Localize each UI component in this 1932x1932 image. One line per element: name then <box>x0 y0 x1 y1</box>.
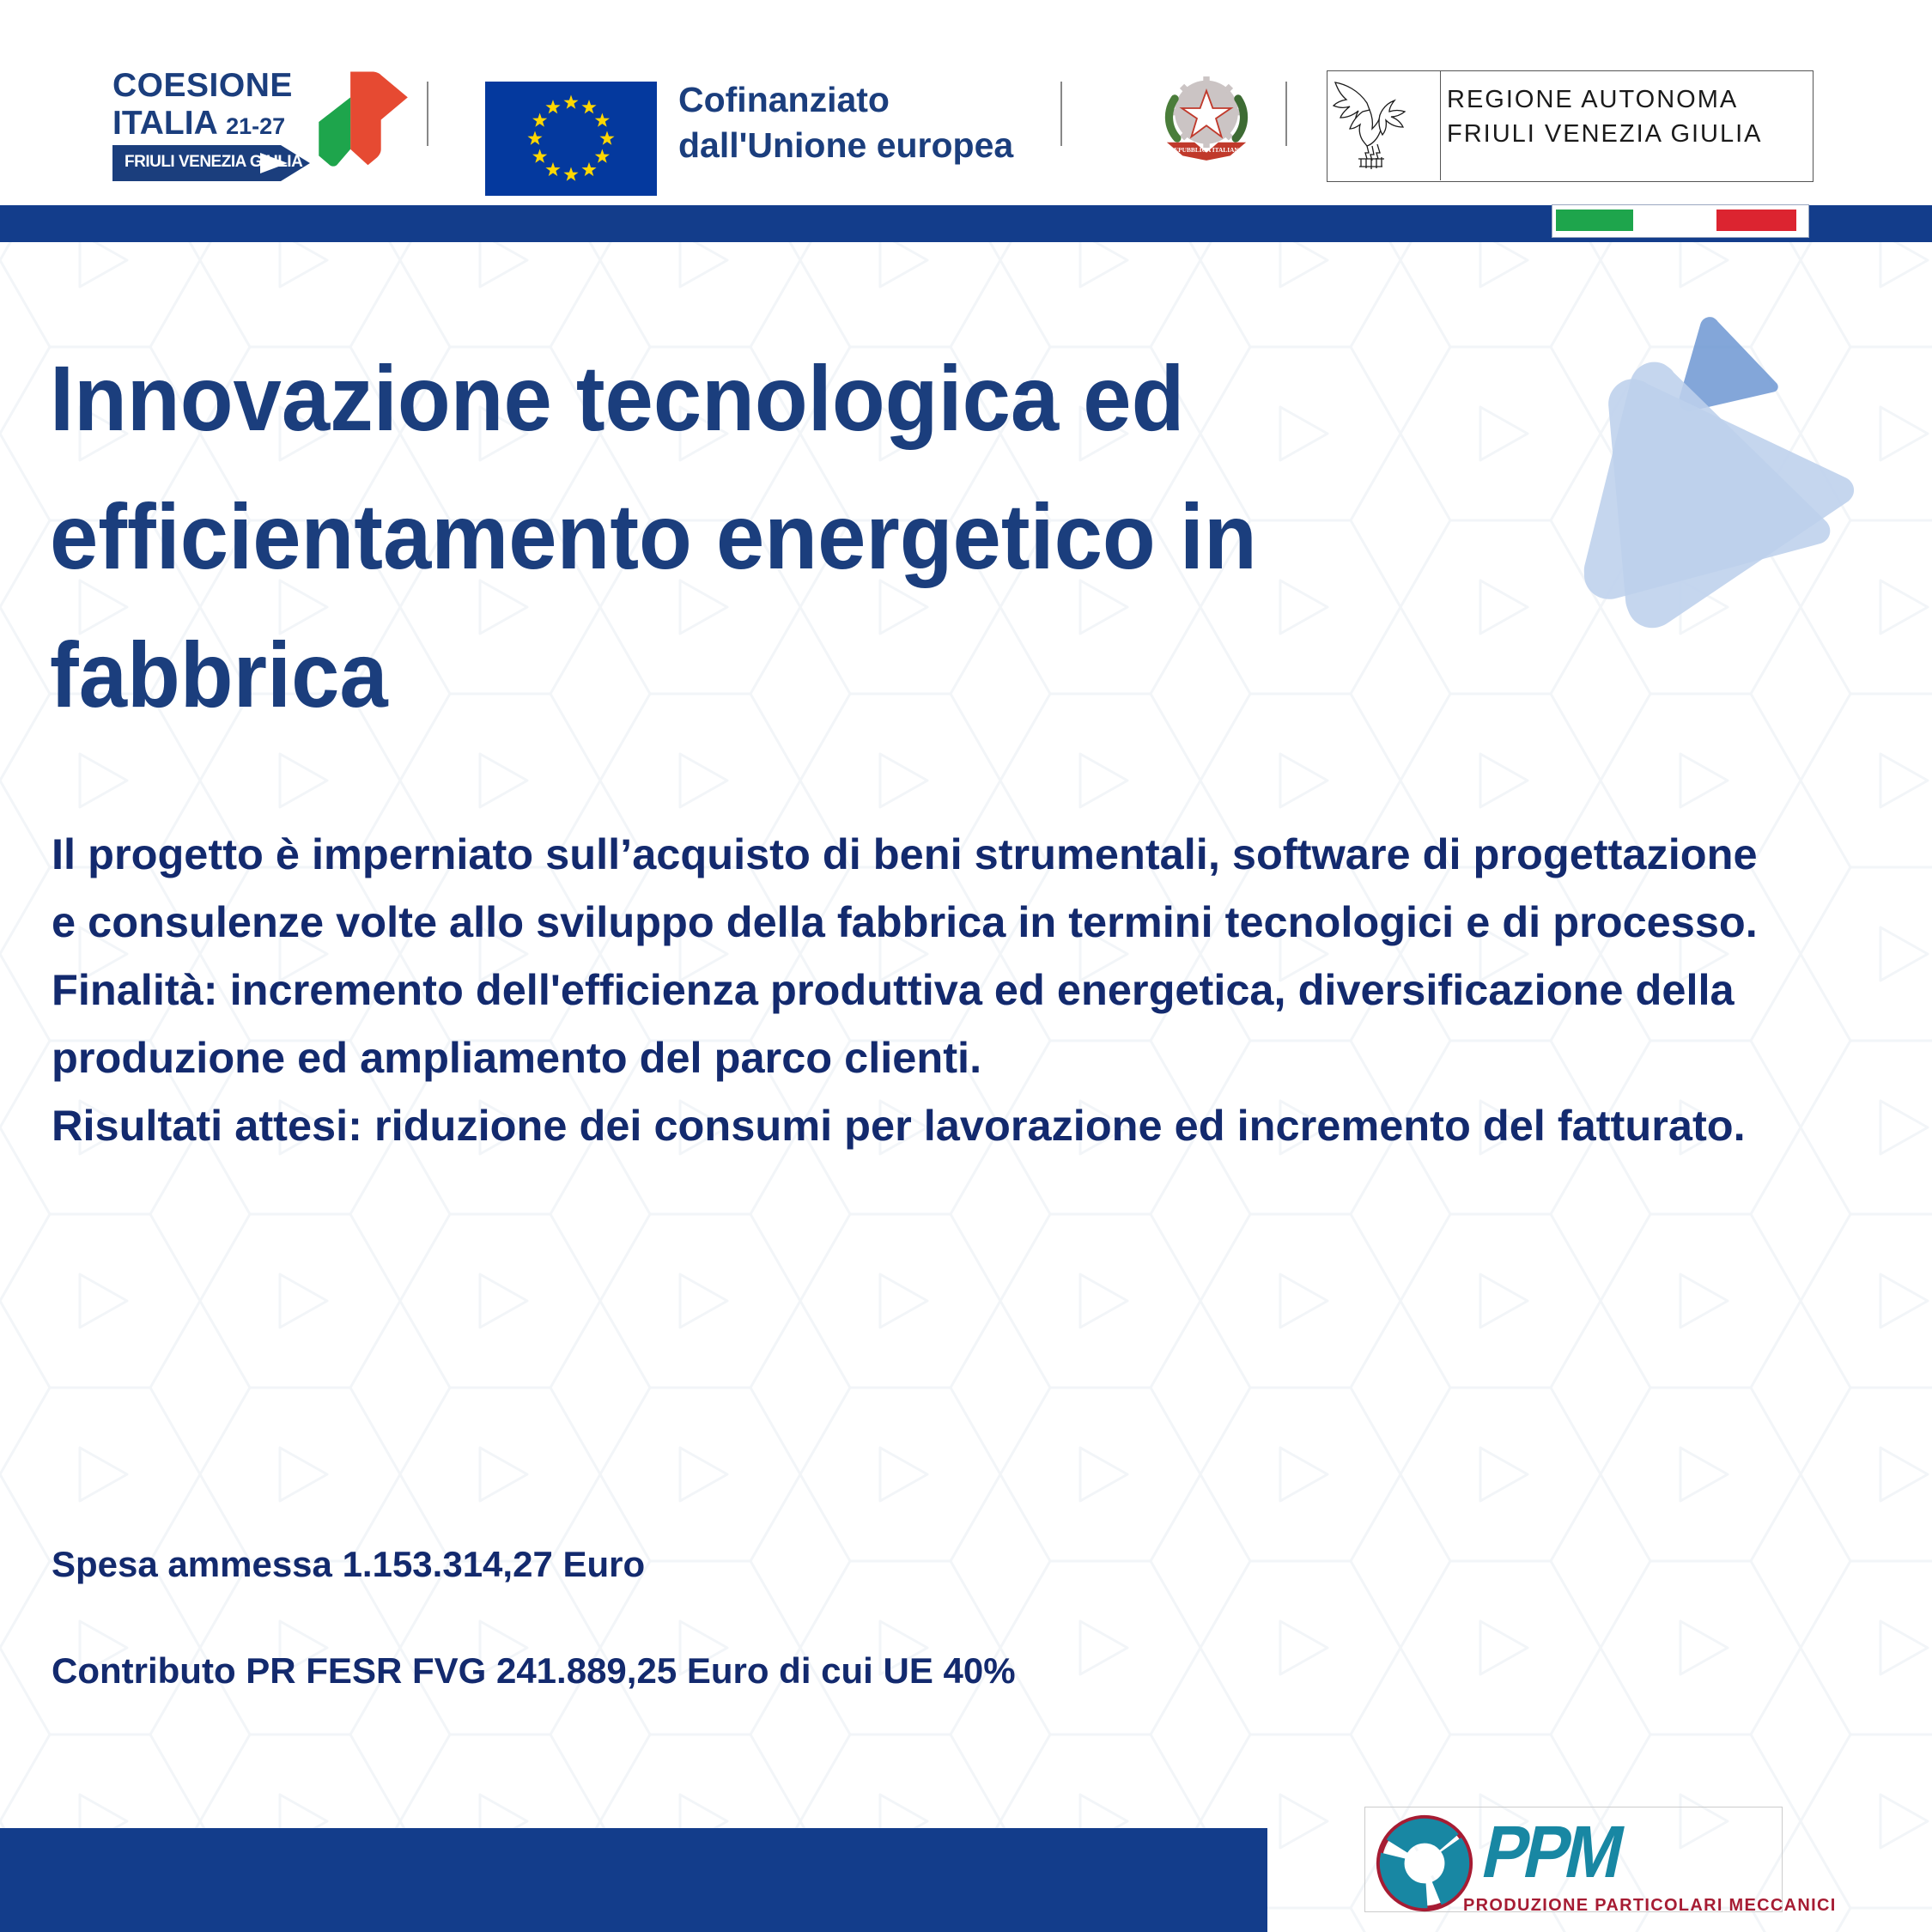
svg-text:REPUBBLICA ITALIANA: REPUBBLICA ITALIANA <box>1170 146 1244 154</box>
